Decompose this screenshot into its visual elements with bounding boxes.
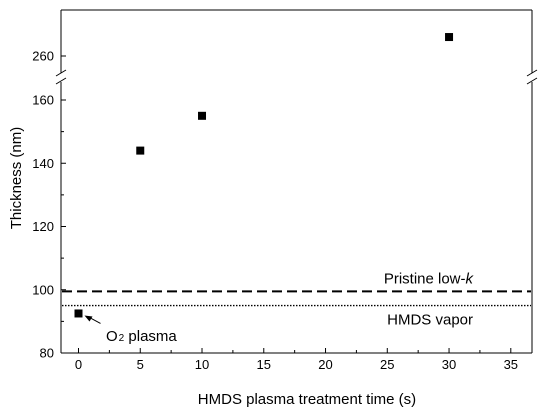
o2-plasma-label: O2 plasma	[106, 328, 177, 345]
x-tick-label: 15	[257, 357, 271, 372]
hmds-vapor-label: HMDS vapor	[387, 312, 473, 329]
axis-break-right	[526, 77, 538, 85]
data-points	[74, 33, 454, 318]
data-point	[198, 111, 207, 120]
axis-break-right	[526, 69, 538, 77]
data-point	[136, 146, 145, 155]
y-tick-label: 160	[32, 93, 54, 108]
x-tick-label: 20	[318, 357, 332, 372]
x-tick-label: 10	[195, 357, 209, 372]
x-tick-label: 0	[75, 357, 82, 372]
axis-break-left	[55, 77, 67, 85]
y-tick-label: 120	[32, 219, 54, 234]
data-point	[445, 33, 454, 42]
data-point	[74, 309, 83, 318]
reference-lines	[62, 290, 531, 307]
x-tick-label: 30	[442, 357, 456, 372]
x-tick-label: 25	[380, 357, 394, 372]
labels: Pristine low-k HMDS vapor O2 plasma	[84, 270, 475, 345]
x-tick-label: 35	[504, 357, 518, 372]
y-axis-title: Thickness (nm)	[8, 127, 25, 230]
y-tick-label: 80	[40, 346, 54, 361]
x-axis-title: HMDS plasma treatment time (s)	[198, 391, 416, 408]
y-tick-label: 100	[32, 282, 54, 297]
axes: 0 5 10 15 20 25 30 35 80 100 120 140 160 260	[32, 9, 538, 372]
axis-break-left	[55, 69, 67, 77]
x-tick-label: 5	[137, 357, 144, 372]
annotation-arrowhead	[84, 315, 93, 322]
pristine-low-k-label: Pristine low-k	[384, 270, 475, 287]
y-tick-label: 260	[32, 49, 54, 64]
y-tick-label: 140	[32, 156, 54, 171]
